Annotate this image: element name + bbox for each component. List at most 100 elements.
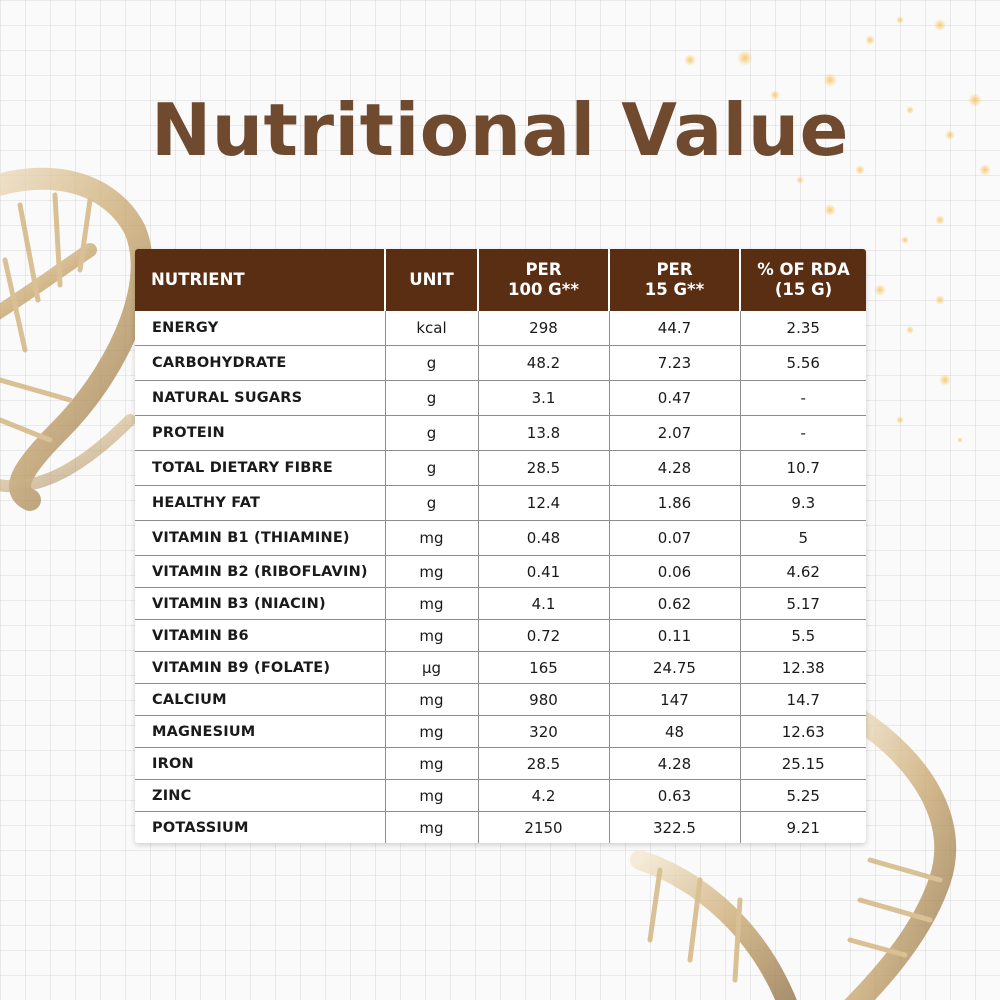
cell-nutrient: TOTAL DIETARY FIBRE — [135, 450, 386, 486]
cell-per-100g: 165 — [478, 651, 610, 684]
table-row: ENERGY kcal 298 44.7 2.35 — [135, 311, 866, 346]
cell-unit: mg — [385, 683, 479, 716]
cell-per-15g: 7.23 — [609, 345, 741, 381]
cell-rda: - — [740, 415, 866, 451]
cell-rda: 25.15 — [740, 747, 866, 780]
table-row: ZINC mg 4.2 0.63 5.25 — [135, 779, 866, 812]
cell-unit: mg — [385, 747, 479, 780]
cell-unit: mg — [385, 619, 479, 652]
cell-unit: mg — [385, 520, 479, 556]
cell-rda: 5.5 — [740, 619, 866, 652]
cell-per-15g: 0.06 — [609, 555, 741, 588]
cell-rda: 5.17 — [740, 587, 866, 620]
cell-per-100g: 320 — [478, 715, 610, 748]
cell-rda: 9.3 — [740, 485, 866, 521]
cell-unit: g — [385, 415, 479, 451]
cell-nutrient: VITAMIN B9 (FOLATE) — [135, 651, 386, 684]
cell-nutrient: POTASSIUM — [135, 811, 386, 843]
cell-per-100g: 28.5 — [478, 450, 610, 486]
header-per-15g-line1: PER — [656, 260, 693, 279]
cell-nutrient: MAGNESIUM — [135, 715, 386, 748]
table-row: HEALTHY FAT g 12.4 1.86 9.3 — [135, 485, 866, 521]
cell-per-15g: 4.28 — [609, 450, 741, 486]
table-row: CALCIUM mg 980 147 14.7 — [135, 683, 866, 716]
cell-nutrient: HEALTHY FAT — [135, 485, 386, 521]
cell-per-100g: 3.1 — [478, 380, 610, 416]
header-rda-line1: % OF RDA — [757, 260, 850, 279]
cell-nutrient: IRON — [135, 747, 386, 780]
cell-unit: mg — [385, 587, 479, 620]
cell-rda: 14.7 — [740, 683, 866, 716]
header-rda-line2: (15 G) — [774, 280, 833, 299]
cell-per-15g: 0.47 — [609, 380, 741, 416]
cell-per-100g: 298 — [478, 311, 610, 346]
cell-rda: 5.56 — [740, 345, 866, 381]
cell-unit: g — [385, 380, 479, 416]
cell-unit: µg — [385, 651, 479, 684]
table-row: VITAMIN B6 mg 0.72 0.11 5.5 — [135, 619, 866, 652]
cell-unit: mg — [385, 715, 479, 748]
cell-rda: 12.63 — [740, 715, 866, 748]
cell-per-15g: 1.86 — [609, 485, 741, 521]
dna-helix-left-icon — [0, 167, 153, 511]
cell-unit: mg — [385, 811, 479, 843]
cell-rda: 12.38 — [740, 651, 866, 684]
cell-per-100g: 0.48 — [478, 520, 610, 556]
cell-per-15g: 4.28 — [609, 747, 741, 780]
cell-nutrient: ZINC — [135, 779, 386, 812]
cell-rda: 9.21 — [786, 818, 820, 837]
table-row: VITAMIN B2 (RIBOFLAVIN) mg 0.41 0.06 4.6… — [135, 555, 866, 588]
cell-nutrient: CALCIUM — [135, 683, 386, 716]
header-per-100g-line1: PER — [525, 260, 562, 279]
cell-nutrient: PROTEIN — [135, 415, 386, 451]
cell-per-15g: 147 — [609, 683, 741, 716]
cell-per-15g: 0.63 — [609, 779, 741, 812]
table-row: VITAMIN B1 (THIAMINE) mg 0.48 0.07 5 — [135, 520, 866, 556]
header-per-100g-line2: 100 G** — [508, 280, 579, 299]
header-per-100g: PER 100 G** — [478, 249, 610, 311]
cell-per-15g: 24.75 — [609, 651, 741, 684]
header-unit: UNIT — [385, 249, 479, 311]
cell-per-100g: 12.4 — [478, 485, 610, 521]
cell-nutrient: VITAMIN B6 — [135, 619, 386, 652]
cell-per-15g: 2.07 — [609, 415, 741, 451]
cell-rda: 10.7 — [740, 450, 866, 486]
cell-rda: - — [740, 380, 866, 416]
cell-per-100g: 980 — [478, 683, 610, 716]
table-row: PROTEIN g 13.8 2.07 - — [135, 415, 866, 451]
cell-per-15g: 0.11 — [609, 619, 741, 652]
cell-nutrient: VITAMIN B1 (THIAMINE) — [135, 520, 386, 556]
cell-per-15g: 48 — [609, 715, 741, 748]
cell-rda: 2.35 — [740, 311, 866, 346]
cell-per-100g: 4.2 — [478, 779, 610, 812]
cell-unit: mg — [385, 779, 479, 812]
header-per-15g: PER 15 G** — [609, 249, 741, 311]
nutrition-table: NUTRIENT UNIT PER 100 G** PER 15 G** % O… — [135, 249, 866, 843]
table-row: VITAMIN B3 (NIACIN) mg 4.1 0.62 5.17 — [135, 587, 866, 620]
cell-per-100g: 48.2 — [478, 345, 610, 381]
cell-per-100g: 0.41 — [478, 555, 610, 588]
page-title: Nutritional Value — [151, 88, 849, 172]
cell-per-100g: 13.8 — [478, 415, 610, 451]
table-row: TOTAL DIETARY FIBRE g 28.5 4.28 10.7 — [135, 450, 866, 486]
cell-per-15g: 322.5 — [609, 811, 741, 843]
header-per-15g-line2: 15 G** — [644, 280, 705, 299]
cell-unit: g — [385, 450, 479, 486]
cell-nutrient: VITAMIN B3 (NIACIN) — [135, 587, 386, 620]
cell-per-15g: 0.07 — [609, 520, 741, 556]
cell-per-100g: 2150 — [478, 811, 610, 843]
cell-nutrient: ENERGY — [135, 311, 386, 346]
cell-unit: mg — [385, 555, 479, 588]
table-row: NATURAL SUGARS g 3.1 0.47 - — [135, 380, 866, 416]
cell-rda: 5 — [740, 520, 866, 556]
table-row: CARBOHYDRATE g 48.2 7.23 5.56 — [135, 345, 866, 381]
cell-nutrient: CARBOHYDRATE — [135, 345, 386, 381]
table-row: VITAMIN B9 (FOLATE) µg 165 24.75 12.38 — [135, 651, 866, 684]
table-row: POTASSIUM mg 2150 322.5 9.21 — [135, 811, 866, 843]
cell-per-15g: 0.62 — [609, 587, 741, 620]
cell-unit: g — [385, 485, 479, 521]
table-row: IRON mg 28.5 4.28 25.15 — [135, 747, 866, 780]
header-rda: % OF RDA (15 G) — [740, 249, 866, 311]
cell-rda: 5.25 — [740, 779, 866, 812]
cell-nutrient: VITAMIN B2 (RIBOFLAVIN) — [135, 555, 386, 588]
